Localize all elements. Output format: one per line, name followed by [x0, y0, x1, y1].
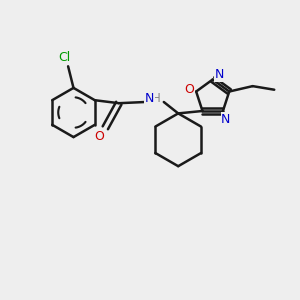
- Text: N: N: [145, 92, 154, 105]
- Text: O: O: [94, 130, 104, 143]
- Text: Cl: Cl: [58, 51, 70, 64]
- Text: H: H: [152, 92, 161, 105]
- Text: O: O: [184, 82, 194, 96]
- Text: N: N: [221, 113, 231, 126]
- Text: N: N: [214, 68, 224, 81]
